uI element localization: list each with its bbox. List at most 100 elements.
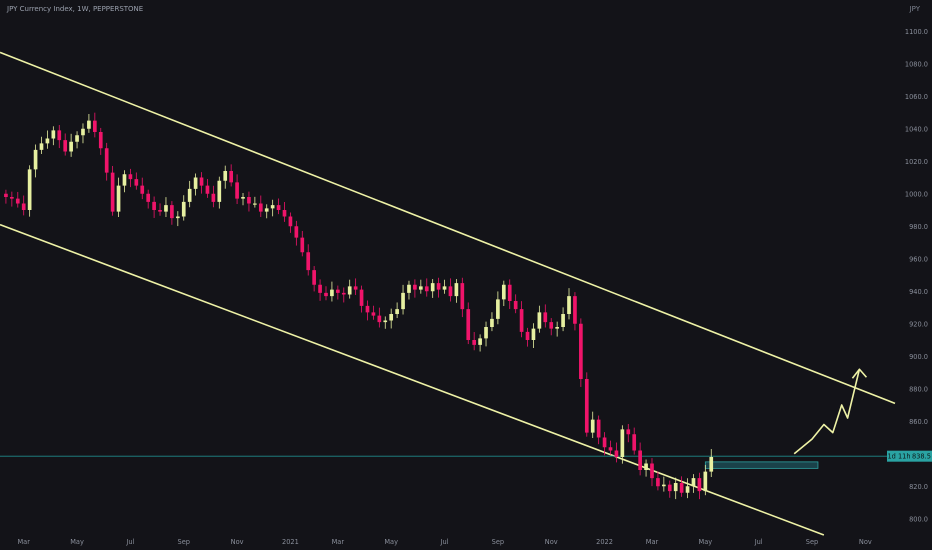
candle-body	[567, 296, 571, 314]
candle	[98, 127, 103, 155]
candle	[92, 112, 97, 138]
candle	[353, 278, 358, 295]
candle	[596, 415, 601, 445]
candle-body	[644, 463, 648, 470]
candle-body	[175, 216, 180, 219]
candle	[620, 425, 625, 464]
candle	[57, 125, 62, 149]
candle	[27, 165, 32, 217]
candle-body	[501, 284, 506, 300]
candle-body	[667, 484, 672, 492]
candle	[175, 211, 180, 227]
support-zone	[704, 461, 819, 469]
candle-body	[454, 283, 459, 297]
candle	[241, 192, 245, 206]
candle-body	[353, 286, 358, 290]
candle	[276, 198, 281, 215]
candle	[318, 279, 322, 301]
candle-body	[596, 419, 601, 438]
candle-body	[436, 283, 441, 290]
candle-body	[478, 338, 482, 345]
candle-body	[490, 318, 494, 327]
candle-body	[235, 182, 239, 199]
x-tick-label: May	[384, 538, 398, 546]
candle	[430, 279, 435, 298]
candle-body	[395, 309, 399, 314]
candle	[555, 321, 559, 337]
candle-body	[608, 447, 613, 451]
y-tick-label: 1060.0	[905, 93, 928, 101]
candle	[418, 279, 423, 294]
candle-body	[413, 284, 417, 290]
candle-body	[620, 429, 625, 457]
y-tick-label: 900.0	[909, 353, 928, 361]
candle	[478, 334, 482, 352]
candle	[300, 230, 305, 257]
candle	[413, 279, 417, 298]
candle	[87, 113, 91, 133]
candle-body	[282, 210, 287, 217]
y-tick-label: 920.0	[909, 320, 928, 328]
candle	[389, 308, 394, 329]
candle	[662, 476, 666, 492]
candle	[33, 144, 38, 178]
candle-body	[359, 289, 364, 306]
candle	[602, 432, 607, 456]
candle-body	[15, 198, 20, 204]
y-tick-label: 960.0	[909, 255, 928, 263]
candle-body	[407, 284, 411, 293]
candle	[460, 277, 465, 318]
candle	[152, 196, 156, 218]
candle	[39, 136, 44, 154]
candle-body	[158, 210, 162, 212]
candle-body	[537, 312, 542, 329]
candle	[513, 294, 518, 314]
candle	[401, 284, 405, 315]
x-tick-label: 2022	[596, 538, 613, 546]
candle	[306, 244, 311, 276]
candle	[673, 477, 678, 500]
candle	[164, 197, 168, 217]
candle-body	[703, 471, 708, 492]
candle-body	[45, 138, 50, 144]
channel-lower-line	[0, 223, 825, 536]
candle-body	[472, 340, 477, 345]
candle-body	[341, 292, 346, 295]
candle-body	[258, 203, 263, 212]
candle-body	[561, 314, 565, 327]
candle-body	[164, 205, 168, 212]
candle-body	[39, 143, 44, 150]
candle-body	[531, 328, 536, 340]
candle	[650, 458, 654, 487]
candle-body	[448, 286, 453, 297]
candle	[282, 202, 287, 222]
candle-body	[650, 463, 654, 479]
candle-body	[152, 201, 156, 210]
candle-body	[87, 120, 91, 129]
price-tag-timer-bg	[887, 450, 911, 462]
candle-body	[673, 483, 678, 492]
candle-body	[270, 205, 275, 209]
candle-body	[223, 171, 228, 181]
candle-body	[549, 322, 554, 329]
candle	[81, 123, 85, 144]
candle	[45, 130, 50, 149]
candle-body	[430, 283, 435, 292]
candle-body	[525, 331, 530, 340]
candle-body	[104, 148, 109, 173]
candle-body	[496, 299, 500, 319]
candle-body	[146, 193, 151, 202]
candle-body	[685, 486, 690, 493]
candle-body	[229, 171, 233, 183]
candle	[644, 459, 648, 477]
candle	[525, 327, 530, 347]
candle	[146, 189, 151, 209]
candle-body	[27, 169, 32, 210]
y-tick-label: 820.0	[909, 483, 928, 491]
candle	[229, 164, 233, 187]
candle-body	[69, 141, 73, 152]
x-tick-label: Jul	[440, 538, 449, 546]
y-tick-label: 1080.0	[905, 60, 928, 68]
